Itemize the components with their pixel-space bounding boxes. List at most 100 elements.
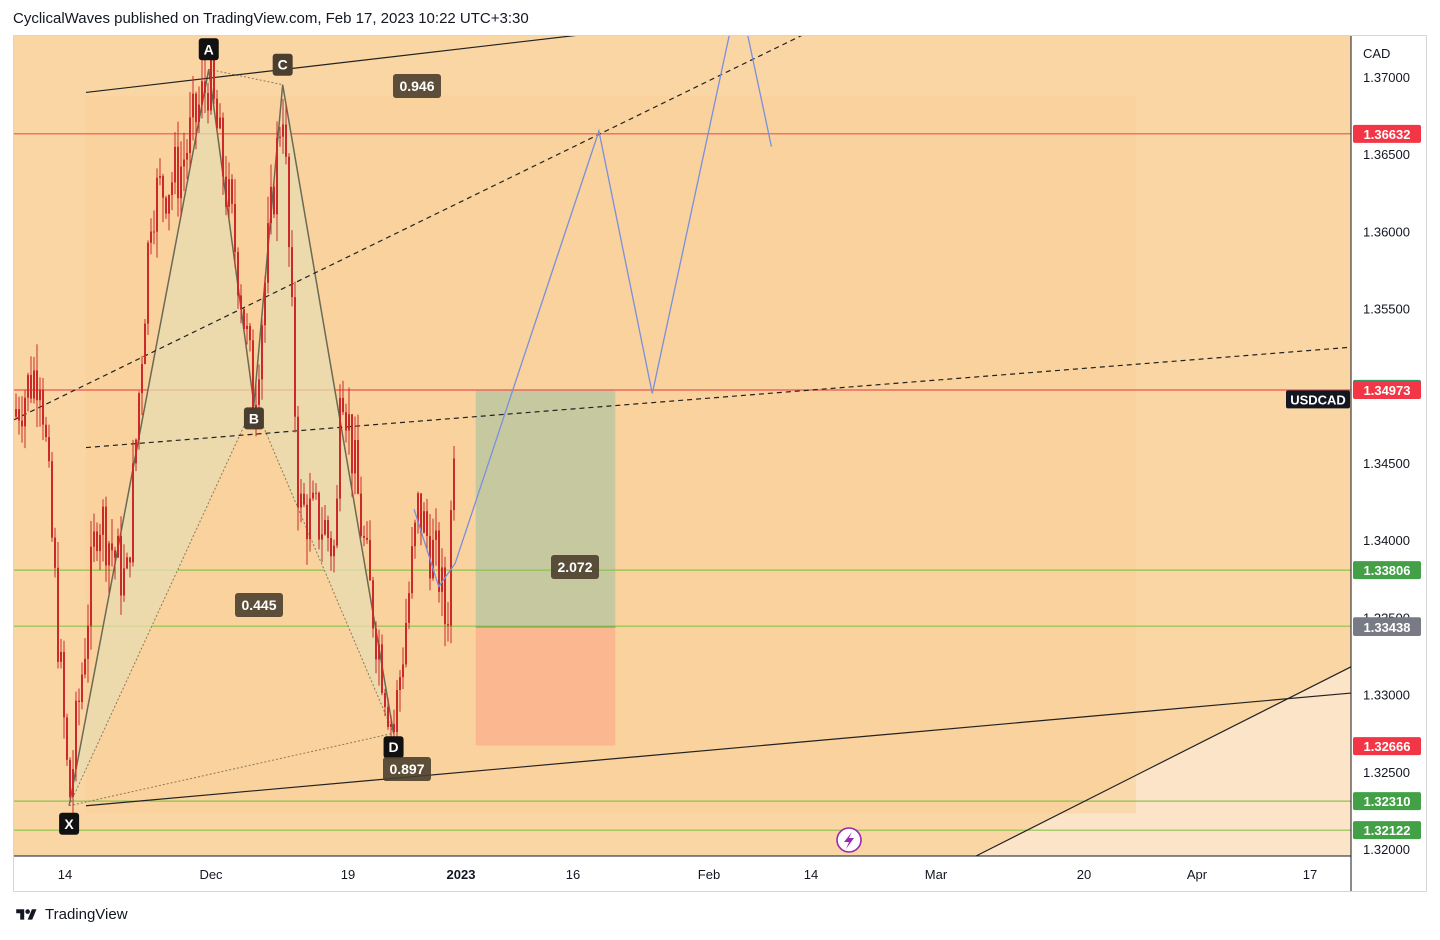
candle-body <box>90 546 92 626</box>
pattern-point-label-box <box>59 812 80 835</box>
candle-body <box>282 124 284 137</box>
candle-body <box>51 461 53 538</box>
candle-body <box>219 117 221 129</box>
candle-body <box>249 325 251 341</box>
candle-body <box>447 624 449 626</box>
time-tick-label: 17 <box>1303 867 1317 882</box>
candle-body <box>192 93 194 118</box>
price-tag[interactable] <box>1353 737 1421 756</box>
candle-body <box>384 692 386 707</box>
harmonic-ratio-line <box>208 68 283 86</box>
candle-body <box>315 492 317 494</box>
price-tag[interactable] <box>1353 617 1421 636</box>
harmonic-ratio-line <box>68 404 255 806</box>
candle-body <box>231 179 233 204</box>
candle-body <box>207 92 209 111</box>
candle-body <box>204 81 206 93</box>
price-tick-label: 1.34000 <box>1363 533 1410 548</box>
price-tick-label: 1.36000 <box>1363 224 1410 239</box>
candle-body <box>27 374 29 398</box>
pattern-point-label-c: C <box>278 57 288 73</box>
candle-body <box>399 677 401 690</box>
tradingview-logo-icon <box>16 908 37 920</box>
candle-body <box>129 557 131 563</box>
candle-body <box>309 498 311 540</box>
price-tag[interactable] <box>1353 561 1421 580</box>
candle-body <box>267 223 269 283</box>
footer-brand: TradingView <box>45 906 128 923</box>
candle-body <box>417 493 419 523</box>
candle-body <box>375 628 377 660</box>
price-tag[interactable] <box>1353 124 1421 143</box>
candle-body <box>318 492 320 540</box>
candle-body <box>96 531 98 552</box>
price-chart[interactable]: X A B C D 0.946 0.445 2.072 0.897 CAD 1.37000 1.36… <box>13 35 1427 892</box>
time-tick-label: Dec <box>199 867 223 882</box>
long-stop-zone[interactable] <box>475 626 616 746</box>
candle-body <box>426 511 428 536</box>
symbol-tag[interactable] <box>1286 390 1350 409</box>
pattern-point-label-box <box>198 38 219 61</box>
price-tag-label: 1.33806 <box>1364 563 1411 578</box>
price-tag[interactable] <box>1353 380 1421 399</box>
ratio-label-box <box>393 74 441 98</box>
projection-path[interactable] <box>413 36 773 588</box>
candle-body <box>180 166 182 199</box>
ratio-label-box <box>235 593 283 617</box>
price-tick-label: 1.32000 <box>1363 842 1410 857</box>
price-tag[interactable] <box>1353 792 1421 811</box>
candle-body <box>81 674 83 703</box>
candle-body <box>264 282 266 326</box>
candle-body <box>30 374 32 399</box>
candle-body <box>99 534 101 552</box>
candle-body <box>126 557 128 569</box>
candle-body <box>138 393 140 440</box>
candle-body <box>60 651 62 662</box>
price-tick-label: 1.32500 <box>1363 765 1410 780</box>
time-tick-label: Mar <box>925 867 948 882</box>
support-trend-line[interactable] <box>975 666 1352 857</box>
candle-body <box>54 537 56 568</box>
price-tag[interactable] <box>1353 821 1421 840</box>
tradingview-footer[interactable]: TradingView <box>13 906 128 923</box>
time-tick-label: Feb <box>698 867 720 882</box>
candle-body <box>33 370 35 399</box>
candle-body <box>438 530 440 592</box>
candle-body <box>336 498 338 546</box>
candle-body <box>237 251 239 296</box>
price-tick-label: 1.34500 <box>1363 456 1410 471</box>
pattern-point-label-box <box>272 53 293 76</box>
channel-lower-line[interactable] <box>85 692 1352 807</box>
candle-body <box>87 625 89 659</box>
harmonic-ratio-line <box>253 404 395 734</box>
candle-body <box>351 414 353 474</box>
candle-body <box>363 535 365 538</box>
candle-body <box>45 424 47 438</box>
candle-body <box>42 389 44 425</box>
candle-body <box>177 146 179 199</box>
candle-body <box>387 706 389 728</box>
time-axis-background <box>14 856 1351 891</box>
long-target-zone[interactable] <box>475 390 616 627</box>
candle-body <box>372 580 374 629</box>
upper-dashed-line[interactable] <box>14 36 859 421</box>
chart-canvas[interactable]: X A B C D 0.946 0.445 2.072 0.897 CAD 1.37000 1.36… <box>14 36 1426 891</box>
channel-upper-line[interactable] <box>85 36 809 94</box>
candle-body <box>135 439 137 464</box>
price-tick-label: 1.33000 <box>1363 688 1410 703</box>
time-tick-label: 14 <box>58 867 72 882</box>
time-tick-label: 14 <box>804 867 818 882</box>
candle-body <box>246 325 248 330</box>
pattern-point-label-box <box>243 407 264 430</box>
midline-dashed[interactable] <box>85 346 1352 449</box>
candle-body <box>342 397 344 413</box>
price-tick-label: 1.37000 <box>1363 70 1410 85</box>
candle-body <box>198 104 200 123</box>
candle-body <box>381 644 383 693</box>
candle-body <box>366 537 368 540</box>
candle-body <box>405 622 407 665</box>
candle-body <box>213 57 215 99</box>
candle-body <box>423 511 425 533</box>
candle-body <box>300 493 302 508</box>
time-tick-label: 2023 <box>447 867 476 882</box>
